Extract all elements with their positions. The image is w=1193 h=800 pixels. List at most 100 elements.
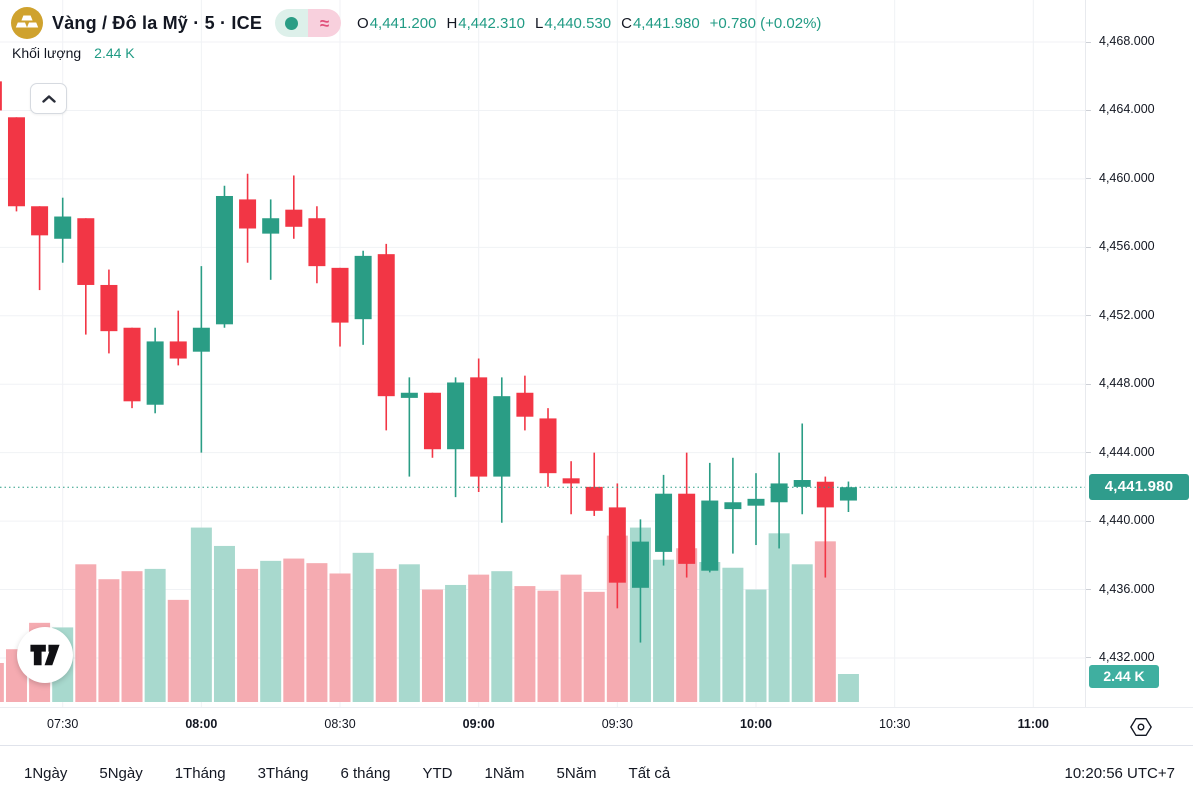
candle-body <box>793 480 811 487</box>
price-axis-label: 4,448.000 <box>1099 376 1155 391</box>
range-button-5ngày[interactable]: 5Ngày <box>99 764 143 782</box>
volume-bar <box>0 662 4 702</box>
volume-bar <box>514 586 536 702</box>
ohlc-open: O4,441.200 <box>357 14 437 32</box>
candle-body <box>423 392 441 450</box>
volume-badge: 2.44 K <box>1089 665 1159 688</box>
candle-body <box>354 255 372 320</box>
volume-bar <box>352 552 374 702</box>
price-tick-mark <box>1086 657 1091 659</box>
price-tick-mark <box>1086 41 1091 43</box>
price-axis-label: 4,452.000 <box>1099 307 1155 322</box>
range-button-1năm[interactable]: 1Năm <box>484 764 525 782</box>
candle-body <box>585 486 603 511</box>
price-axis-label: 4,460.000 <box>1099 170 1155 185</box>
candle-body <box>7 117 25 207</box>
range-button-6-tháng[interactable]: 6 tháng <box>340 764 391 782</box>
volume-study-value: 2.44 K <box>94 45 135 61</box>
price-tick-mark <box>1086 520 1091 522</box>
axis-settings-icon[interactable] <box>1128 715 1154 739</box>
volume-bar <box>260 560 282 702</box>
delayed-data-icon[interactable]: ≈ <box>308 9 342 37</box>
price-tick-mark <box>1086 589 1091 591</box>
volume-bar <box>653 559 675 702</box>
candle-body <box>31 206 49 236</box>
ohlc-high: H4,442.310 <box>446 14 526 32</box>
price-tick-mark <box>1086 452 1091 454</box>
volume-bar <box>722 567 744 702</box>
volume-bar <box>421 589 443 702</box>
volume-bar <box>237 568 259 702</box>
time-axis-label: 11:00 <box>1017 717 1049 731</box>
range-buttons: 1Ngày 5Ngày 1Tháng 3Tháng 6 tháng YTD 1Năm 5Năm… <box>24 763 670 784</box>
time-axis-label: 08:00 <box>185 717 218 731</box>
collapse-legend-button[interactable] <box>30 83 67 114</box>
volume-bar <box>745 589 767 702</box>
candle-body <box>608 507 626 583</box>
price-axis[interactable]: 4,441.980 2.44 K 4,468.000 4,464.000 4,460… <box>1085 0 1193 746</box>
chart-legend: Vàng / Đô la Mỹ · 5 · ICE ≈ O4,441.200 H… <box>10 6 821 61</box>
volume-bar <box>213 545 235 702</box>
price-axis-label: 4,468.000 <box>1099 34 1155 48</box>
time-axis[interactable]: 07:30 08:00 08:30 09:00 09:30 10:00 10:30 11:00 <box>0 707 1193 746</box>
volume-series <box>0 527 859 702</box>
candle-body <box>701 500 719 571</box>
range-button-tất-cả[interactable]: Tất cả <box>628 764 671 782</box>
range-button-3tháng[interactable]: 3Tháng <box>257 764 309 782</box>
ohlc-low: L4,440.530 <box>535 14 612 32</box>
range-toolbar: 1Ngày 5Ngày 1Tháng 3Tháng 6 tháng YTD 1Năm 5Năm… <box>0 746 1193 800</box>
candle-body <box>308 218 326 267</box>
tradingview-logo[interactable] <box>17 627 73 683</box>
volume-bar <box>121 571 143 702</box>
volume-bar <box>537 590 559 702</box>
volume-bar <box>445 584 467 702</box>
candle-body <box>839 487 857 501</box>
price-tick-mark <box>1086 315 1091 317</box>
candle-body <box>516 392 534 417</box>
range-button-1tháng[interactable]: 1Tháng <box>174 764 226 782</box>
volume-bar <box>791 564 813 702</box>
last-price-badge: 4,441.980 <box>1089 474 1189 501</box>
chevron-up-icon <box>41 94 56 103</box>
candle-body <box>169 341 187 359</box>
symbol-title[interactable]: Vàng / Đô la Mỹ · 5 · ICE <box>52 12 263 33</box>
price-axis-label: 4,464.000 <box>1099 102 1155 117</box>
price-axis-label: 4,440.000 <box>1099 513 1155 528</box>
price-tick-mark <box>1086 246 1091 248</box>
range-button-5năm[interactable]: 5Năm <box>556 764 597 782</box>
market-open-dot-icon[interactable] <box>275 9 309 37</box>
volume-bar <box>375 568 397 702</box>
volume-bar <box>814 541 836 702</box>
price-tick-mark <box>1086 109 1091 111</box>
volume-bar <box>676 548 698 702</box>
volume-bar <box>583 591 605 702</box>
candle-body <box>54 216 72 239</box>
candle-body <box>215 195 233 325</box>
time-axis-label: 10:30 <box>879 717 911 731</box>
range-button-1ngày[interactable]: 1Ngày <box>24 764 68 782</box>
tv-glyph-icon <box>30 644 60 666</box>
clock[interactable]: 10:20:56 UTC+7 <box>1064 764 1176 782</box>
volume-bar <box>699 562 721 702</box>
price-tick-mark <box>1086 383 1091 385</box>
candle-body <box>77 218 95 285</box>
volume-bar <box>768 533 790 702</box>
candle-body <box>562 478 580 484</box>
price-tick-mark <box>1086 178 1091 180</box>
volume-study-label[interactable]: Khối lượng <box>12 45 82 61</box>
candle-body <box>239 199 257 229</box>
candle-body <box>724 502 742 510</box>
volume-bar <box>560 574 582 702</box>
candle-body <box>400 392 418 398</box>
range-button-ytd[interactable]: YTD <box>422 764 453 782</box>
ohlc-readout: O4,441.200 H4,442.310 L4,440.530 C4,441.… <box>357 15 821 32</box>
price-axis-label: 4,436.000 <box>1099 581 1155 596</box>
candle-body <box>447 382 465 450</box>
candle-body <box>747 498 765 506</box>
candle-body <box>678 493 696 564</box>
volume-bar <box>491 571 513 702</box>
candle-body <box>631 541 649 588</box>
volume-bar <box>75 564 97 702</box>
